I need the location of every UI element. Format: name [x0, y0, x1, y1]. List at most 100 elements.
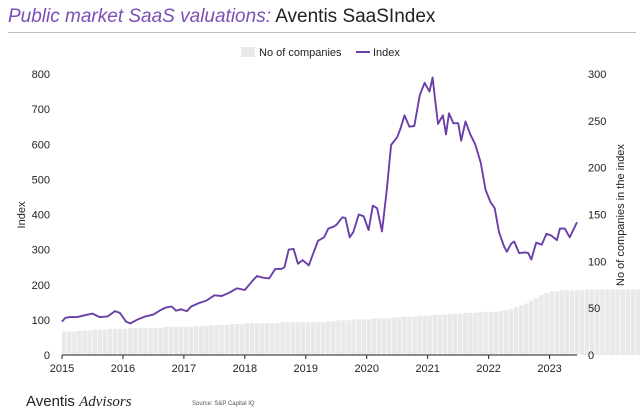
companies-bar — [183, 326, 189, 355]
chart-title: Public market SaaS valuations: Aventis S… — [8, 6, 435, 28]
companies-bar — [483, 311, 488, 355]
companies-bar — [315, 322, 321, 355]
companies-bar — [244, 323, 250, 355]
chart-legend: No of companies Index — [241, 47, 400, 59]
companies-bar — [442, 314, 448, 355]
companies-bar — [478, 311, 483, 355]
companies-bar — [260, 323, 265, 355]
y-right-tick-label: 250 — [588, 116, 606, 128]
y-right-tick-label: 150 — [588, 210, 606, 222]
companies-bar — [229, 324, 235, 355]
companies-bar — [473, 312, 478, 355]
x-tick-label: 2017 — [172, 363, 196, 375]
companies-bar — [427, 315, 433, 355]
companies-bar — [630, 289, 636, 355]
companies-bar — [493, 311, 499, 355]
companies-bar — [72, 331, 77, 355]
companies-bar — [199, 325, 204, 355]
companies-bar — [447, 313, 453, 355]
companies-bar — [544, 293, 549, 355]
companies-bar — [346, 320, 351, 355]
brand-logo-aventis: Aventis — [26, 393, 75, 410]
companies-bar — [498, 310, 504, 355]
companies-bar — [310, 322, 316, 355]
companies-bar — [158, 327, 163, 355]
companies-bar — [584, 289, 590, 355]
index-series-line — [61, 76, 578, 325]
companies-bar — [529, 300, 534, 355]
companies-bar — [153, 327, 158, 355]
y-left-tick-label: 800 — [32, 69, 50, 81]
companies-bar — [422, 315, 427, 355]
companies-bar — [97, 329, 103, 355]
y-axis-label-left: Index — [16, 201, 28, 228]
companies-bar — [300, 322, 306, 355]
companies-bar — [610, 289, 615, 355]
companies-bar — [275, 323, 280, 355]
companies-bar — [569, 290, 575, 355]
companies-bar — [392, 317, 397, 355]
x-tick-label: 2016 — [111, 363, 135, 375]
y-left-tick-label: 500 — [32, 174, 50, 186]
x-tick-label: 2020 — [354, 363, 378, 375]
companies-bar — [128, 327, 133, 355]
companies-bar — [539, 295, 544, 355]
companies-bar — [341, 320, 346, 355]
companies-bar — [371, 318, 377, 355]
x-tick-label: 2021 — [415, 363, 439, 375]
companies-bar — [148, 327, 153, 355]
legend-swatch-companies — [241, 47, 255, 57]
y-left-tick-label: 700 — [32, 104, 50, 116]
companies-bar — [463, 312, 468, 355]
companies-bar — [503, 310, 509, 355]
companies-bar — [168, 326, 174, 355]
companies-bar — [249, 323, 255, 355]
legend-label-index: Index — [373, 47, 400, 59]
companies-bar — [549, 291, 554, 355]
companies-bar — [559, 290, 565, 355]
companies-bar — [513, 307, 519, 355]
companies-bar — [412, 316, 417, 355]
companies-bar — [214, 325, 219, 355]
companies-bar — [67, 331, 72, 355]
companies-bar — [107, 328, 113, 355]
companies-bar — [254, 323, 260, 355]
companies-bar — [351, 319, 356, 355]
companies-bar — [554, 291, 559, 355]
companies-bar — [204, 325, 209, 355]
companies-bar — [579, 290, 585, 355]
companies-bar — [437, 314, 443, 355]
y-axis-label-right: No of companies in the index — [615, 144, 627, 286]
companies-bar — [320, 322, 326, 355]
companies-bar — [356, 319, 361, 355]
chart-title-italic: Public market SaaS valuations: — [8, 6, 271, 27]
companies-bar — [361, 319, 367, 355]
brand-logo: Aventis Advisors — [26, 393, 132, 411]
companies-bar — [133, 327, 138, 355]
companies-bar — [620, 289, 625, 355]
y-left-tick-label: 600 — [32, 139, 50, 151]
companies-bar — [331, 321, 336, 355]
companies-bar — [366, 319, 372, 355]
companies-bar — [458, 313, 463, 355]
companies-bar — [534, 297, 539, 355]
x-tick-label: 2022 — [476, 363, 500, 375]
companies-bar — [239, 324, 245, 355]
x-tick-label: 2019 — [294, 363, 318, 375]
companies-bar — [397, 317, 402, 355]
brand-logo-advisors: Advisors — [79, 394, 132, 410]
companies-bar — [452, 313, 458, 355]
companies-bar — [523, 303, 529, 355]
y-right-tick-label: 300 — [588, 69, 606, 81]
companies-bar — [326, 321, 331, 355]
companies-bar — [635, 289, 640, 355]
y-left-tick-label: 0 — [44, 350, 50, 362]
legend-label-companies: No of companies — [259, 47, 342, 59]
companies-bar — [234, 324, 240, 355]
companies-bar — [595, 289, 600, 355]
y-right-tick-label: 100 — [588, 256, 606, 268]
companies-bar — [625, 289, 631, 355]
companies-bar — [163, 326, 169, 355]
companies-bar — [386, 318, 392, 355]
